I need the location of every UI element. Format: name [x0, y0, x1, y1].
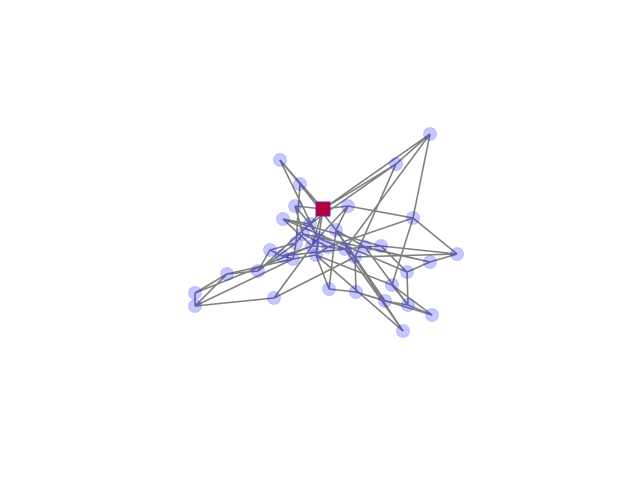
graph-node — [406, 211, 420, 225]
graph-node — [378, 294, 392, 308]
graph-edge — [269, 242, 297, 251]
graph-edge — [294, 205, 311, 225]
graph-node — [329, 223, 343, 237]
graph-edge — [412, 217, 458, 255]
graph-node — [303, 217, 317, 231]
graph-edge — [315, 254, 393, 286]
graph-node — [396, 324, 410, 338]
graph-node — [338, 242, 352, 256]
graph-node — [322, 282, 336, 296]
graph-edge — [347, 205, 414, 219]
nodes-layer — [188, 127, 464, 338]
graph-edge — [354, 256, 386, 302]
graph-node — [188, 299, 202, 313]
graph-edge — [295, 233, 304, 244]
graph-edge — [295, 183, 301, 244]
graph-node — [450, 247, 464, 261]
graph-edge — [257, 242, 297, 272]
graph-edge — [273, 237, 319, 299]
graph-edge — [194, 258, 294, 307]
graph-edge — [407, 304, 433, 316]
graph-node — [276, 212, 290, 226]
graph-node — [305, 239, 319, 253]
graph-node — [385, 278, 399, 292]
graph-edge — [257, 223, 311, 272]
graph-edge — [327, 246, 346, 250]
graph-edge — [322, 163, 397, 210]
edges-layer — [194, 133, 458, 332]
graph-edge — [282, 218, 408, 273]
graph-edge — [282, 218, 313, 247]
graph-node — [349, 285, 363, 299]
graph-edge — [302, 233, 431, 263]
graph-edge — [328, 229, 337, 290]
graph-edge — [322, 133, 431, 210]
graph-node — [289, 236, 303, 250]
graph-node — [263, 243, 277, 257]
graph-node — [220, 267, 234, 281]
graph-edge — [282, 218, 382, 247]
graph-node — [401, 298, 415, 312]
graph-edge — [384, 300, 409, 306]
graph-edge — [395, 133, 431, 165]
graph-edge — [226, 270, 259, 275]
graph-node — [389, 157, 403, 171]
graph-edge — [380, 245, 458, 255]
graph-node — [348, 250, 362, 264]
graph-edge — [335, 229, 366, 248]
graph-node — [296, 227, 310, 241]
graph-edge — [429, 253, 458, 263]
graph-edge — [273, 256, 356, 299]
graph-edge — [391, 217, 414, 286]
graph-edge — [315, 254, 330, 290]
graph-node — [288, 199, 302, 213]
graph-edge — [279, 159, 301, 185]
graph-node — [311, 231, 325, 245]
graph-node — [293, 177, 307, 191]
graph-node — [341, 199, 355, 213]
graph-edge — [406, 271, 409, 306]
graph-edge — [315, 208, 324, 256]
graph-edge — [328, 288, 357, 293]
graph-node — [423, 127, 437, 141]
graph-edge — [406, 261, 431, 273]
graph-edge — [194, 273, 228, 294]
graph-edge — [311, 245, 329, 248]
graph-node — [273, 153, 287, 167]
graph-node — [275, 249, 289, 263]
graph-edge — [194, 273, 228, 307]
graph-edge — [355, 291, 433, 316]
graph-edge — [317, 237, 346, 250]
graph-node — [251, 264, 265, 278]
graph-edge — [344, 133, 431, 250]
graph-edge — [391, 284, 433, 316]
graph-node — [267, 291, 281, 305]
graph-node — [400, 265, 414, 279]
graph-edge — [194, 245, 313, 294]
graph-node — [188, 286, 202, 300]
graph-edge — [294, 205, 304, 235]
graph-edge — [317, 205, 349, 239]
graph-edge — [380, 245, 408, 273]
graph-node — [423, 255, 437, 269]
graph-node — [374, 239, 388, 253]
graph-edge — [194, 297, 275, 307]
graph-node — [286, 252, 300, 266]
highlighted-node — [315, 201, 331, 217]
graph-node — [358, 240, 372, 254]
graph-edge — [309, 223, 319, 239]
graph-edge — [412, 133, 431, 219]
graph-node — [425, 308, 439, 322]
graph-node — [309, 248, 323, 262]
graph-edge — [335, 205, 349, 231]
graph-node — [321, 240, 335, 254]
